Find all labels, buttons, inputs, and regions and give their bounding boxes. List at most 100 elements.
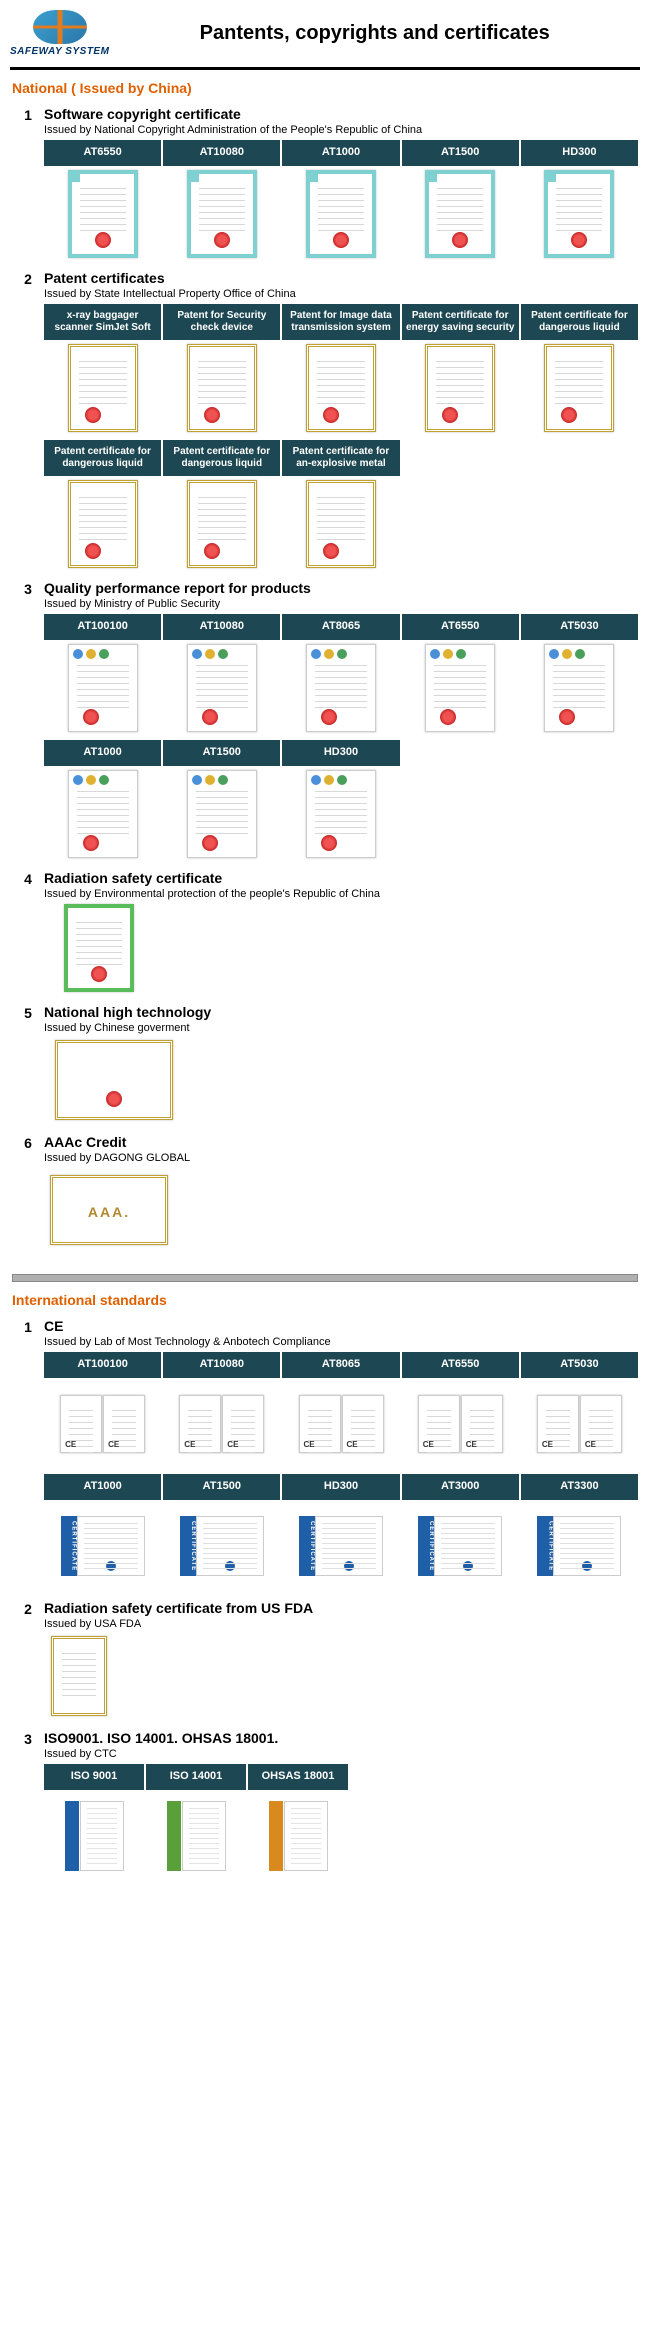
label-cell: x-ray baggager scanner SimJet Soft [44, 304, 161, 340]
cert-thumb [167, 1801, 226, 1871]
item-title: National high technology [44, 1004, 638, 1020]
label-bar: ISO 9001 ISO 14001 OHSAS 18001 [44, 1764, 638, 1790]
item-title: CE [44, 1318, 638, 1334]
item-body: Quality performance report for products … [44, 580, 638, 866]
thumb-cell [44, 480, 161, 568]
label-cell: OHSAS 18001 [248, 1764, 348, 1790]
thumb-row: AAA. [44, 1168, 638, 1252]
item-issuer: Issued by DAGONG GLOBAL [44, 1152, 638, 1164]
label-cell: Patent certificate for dangerous liquid [163, 440, 280, 476]
thumb-cell [248, 1794, 348, 1878]
thumb-cell [163, 480, 280, 568]
cert-thumb [306, 644, 376, 732]
thumb-cell: CECE [163, 1382, 280, 1466]
item-body: Radiation safety certificate from US FDA… [44, 1600, 638, 1726]
thumb-cell [402, 644, 519, 732]
national-item: 6 AAAc Credit Issued by DAGONG GLOBAL AA… [0, 1130, 650, 1260]
label-cell: AT8065 [282, 1352, 399, 1378]
cert-thumb: CECE [60, 1395, 145, 1453]
thumb-cell [44, 344, 161, 432]
label-cell: AT100100 [44, 1352, 161, 1378]
label-bar: AT6550 AT10080 AT1000 AT1500 HD300 [44, 140, 638, 166]
thumb-cell: CERTIFICATE [44, 1504, 161, 1588]
thumb-cell: AAA. [44, 1168, 174, 1252]
thumb-cell [163, 770, 280, 858]
item-issuer: Issued by Lab of Most Technology & Anbot… [44, 1336, 638, 1348]
item-number: 5 [12, 1004, 44, 1130]
divider [12, 1274, 638, 1282]
cert-thumb [306, 480, 376, 568]
item-number: 2 [12, 270, 44, 576]
thumb-cell [163, 644, 280, 732]
item-title: Radiation safety certificate [44, 870, 638, 886]
thumb-cell [282, 170, 399, 258]
thumb-cell [521, 644, 638, 732]
national-item: 4 Radiation safety certificate Issued by… [0, 866, 650, 1000]
national-item: 3 Quality performance report for product… [0, 576, 650, 866]
divider [10, 67, 640, 70]
label-cell: ISO 14001 [146, 1764, 246, 1790]
item-body: National high technology Issued by Chine… [44, 1004, 638, 1130]
item-issuer: Issued by National Copyright Administrat… [44, 124, 638, 136]
iso-strip [65, 1801, 79, 1871]
label-cell: AT5030 [521, 614, 638, 640]
item-title: AAAc Credit [44, 1134, 638, 1150]
national-item: 1 Software copyright certificate Issued … [0, 102, 650, 266]
label-bar: AT1000 AT1500 HD300 [44, 740, 638, 766]
thumb-cell: CERTIFICATE [402, 1504, 519, 1588]
thumb-cell [402, 344, 519, 432]
label-cell: AT1500 [402, 140, 519, 166]
cert-thumb [68, 480, 138, 568]
thumb-cell: CECE [521, 1382, 638, 1466]
label-cell: AT6550 [402, 614, 519, 640]
thumb-cell [44, 644, 161, 732]
label-cell: AT1500 [163, 1474, 280, 1500]
thumb-cell: CECE [282, 1382, 399, 1466]
thumb-cell [402, 170, 519, 258]
item-number: 1 [12, 1318, 44, 1596]
cert-thumb: CECE [299, 1395, 384, 1453]
page-title: Pantents, copyrights and certificates [109, 22, 640, 45]
page: SAFEWAY SYSTEM Pantents, copyrights and … [0, 0, 650, 1886]
cert-thumb [55, 1040, 173, 1120]
thumb-row [44, 1634, 638, 1718]
label-cell: HD300 [282, 1474, 399, 1500]
label-bar: Patent certificate for dangerous liquid … [44, 440, 638, 476]
cert-thumb [544, 344, 614, 432]
label-cell: Patent for Security check device [163, 304, 280, 340]
item-number: 3 [12, 1730, 44, 1886]
label-cell: AT1000 [44, 740, 161, 766]
cert-thumb [65, 1801, 124, 1871]
cert-thumb [187, 644, 257, 732]
item-body: CE Issued by Lab of Most Technology & An… [44, 1318, 638, 1596]
cert-thumb: AAA. [50, 1175, 168, 1245]
item-title: ISO9001. ISO 14001. OHSAS 18001. [44, 1730, 638, 1746]
label-cell: AT3000 [402, 1474, 519, 1500]
label-cell: AT6550 [402, 1352, 519, 1378]
label-cell: HD300 [521, 140, 638, 166]
label-cell: AT6550 [44, 140, 161, 166]
label-cell: AT3300 [521, 1474, 638, 1500]
item-body: ISO9001. ISO 14001. OHSAS 18001. Issued … [44, 1730, 638, 1886]
label-bar: AT1000 AT1500 HD300 AT3000 AT3300 [44, 1474, 638, 1500]
iso-strip [167, 1801, 181, 1871]
cert-thumb [306, 170, 376, 258]
label-cell: AT1500 [163, 740, 280, 766]
label-cell: AT1000 [44, 1474, 161, 1500]
cert-thumb [187, 770, 257, 858]
cert-thumb [425, 644, 495, 732]
item-number: 6 [12, 1134, 44, 1260]
item-body: Radiation safety certificate Issued by E… [44, 870, 638, 1000]
thumb-cell: CECE [44, 1382, 161, 1466]
item-issuer: Issued by CTC [44, 1748, 638, 1760]
item-body: AAAc Credit Issued by DAGONG GLOBAL AAA. [44, 1134, 638, 1260]
thumb-cell: CERTIFICATE [521, 1504, 638, 1588]
cert-thumb: CERTIFICATE [537, 1516, 621, 1576]
aaa-text: AAA. [53, 1204, 165, 1220]
thumb-cell [521, 170, 638, 258]
cert-strip: CERTIFICATE [418, 1516, 434, 1576]
cert-thumb: CERTIFICATE [61, 1516, 145, 1576]
intl-item: 3 ISO9001. ISO 14001. OHSAS 18001. Issue… [0, 1726, 650, 1886]
cert-thumb [68, 770, 138, 858]
cert-thumb [425, 344, 495, 432]
